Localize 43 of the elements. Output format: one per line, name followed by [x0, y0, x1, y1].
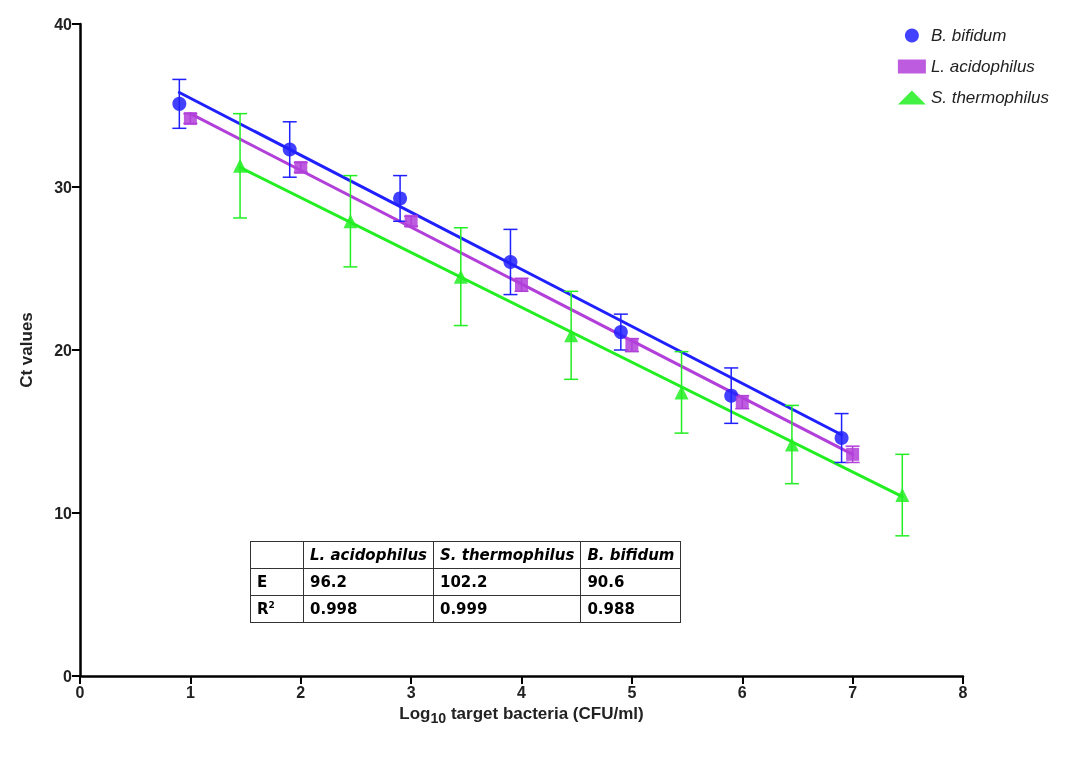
annotation: L. acidophilus — [303, 541, 434, 569]
x-tick-label: 4 — [517, 683, 527, 701]
legend-label: B. bifidum — [930, 26, 1007, 45]
annotation: 0.999 — [433, 595, 581, 623]
annotation: 0.998 — [303, 595, 434, 623]
x-tick-label: 3 — [406, 683, 416, 701]
annotation: 102.2 — [433, 568, 581, 596]
point — [895, 488, 910, 503]
x-tick-label: 6 — [737, 683, 747, 701]
x-tick-label: 2 — [296, 683, 306, 701]
point — [564, 328, 579, 343]
annotation: B. bifidum — [580, 541, 681, 569]
annotation: 0.988 — [580, 595, 681, 623]
legend-label: L. acidophilus — [930, 57, 1036, 76]
point — [503, 254, 518, 269]
y-tick-label: 20 — [54, 341, 73, 359]
annotation: R$^{2}$ — [250, 595, 304, 623]
x-tick-label: 8 — [958, 683, 968, 701]
annotation: E — [250, 568, 304, 596]
y-tick-label: 40 — [54, 15, 73, 33]
annotation: 96.2 — [303, 568, 434, 596]
legend-label: S. thermophilus — [930, 88, 1050, 107]
point — [613, 325, 628, 340]
point — [724, 388, 739, 403]
x-tick-label: 5 — [627, 683, 637, 701]
point — [834, 431, 849, 446]
point — [784, 437, 799, 452]
point — [393, 191, 408, 206]
point — [453, 269, 468, 284]
y-tick-label: 30 — [54, 178, 73, 196]
y-tick-label: 0 — [63, 667, 73, 685]
x-tick-label: 7 — [848, 683, 858, 701]
y-tick-label: 10 — [54, 504, 73, 522]
point — [233, 158, 248, 173]
x-axis-title: Log$_{10}$ target bacteria (CFU/ml) — [398, 704, 645, 727]
annotation: 90.6 — [580, 568, 681, 596]
annotation: S. thermophilus — [433, 541, 581, 569]
x-tick-label: 0 — [75, 683, 85, 701]
point — [282, 142, 297, 157]
point — [343, 214, 358, 229]
point — [172, 96, 187, 111]
x-tick-label: 1 — [185, 683, 195, 701]
y-axis-title: Ct values — [17, 312, 36, 388]
